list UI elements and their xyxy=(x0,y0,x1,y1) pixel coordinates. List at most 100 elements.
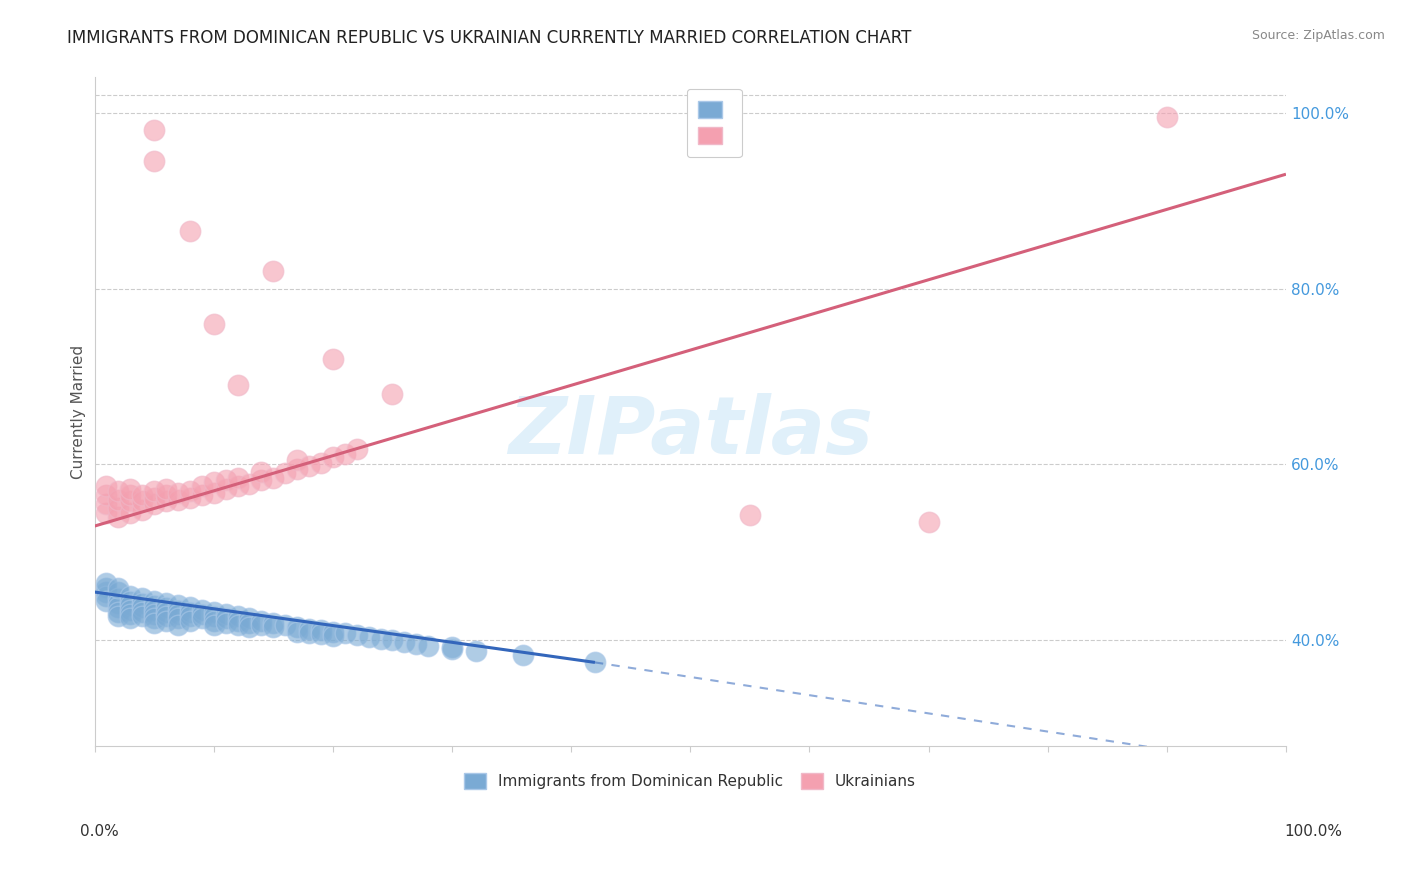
Point xyxy=(131,488,153,502)
Point xyxy=(333,626,356,640)
Text: 0.0%: 0.0% xyxy=(80,824,120,838)
Point xyxy=(143,491,166,505)
Point xyxy=(238,611,260,625)
Legend: Immigrants from Dominican Republic, Ukrainians: Immigrants from Dominican Republic, Ukra… xyxy=(458,767,922,795)
Point xyxy=(418,639,440,653)
Point xyxy=(214,611,236,625)
Point xyxy=(214,615,236,630)
Point xyxy=(405,637,427,651)
Point xyxy=(226,479,249,493)
Point xyxy=(167,611,190,625)
Point xyxy=(179,491,201,505)
Point xyxy=(464,644,486,658)
Point xyxy=(285,624,308,639)
Point xyxy=(202,608,225,623)
Point xyxy=(155,488,177,502)
Point xyxy=(143,123,166,137)
Point xyxy=(440,640,463,655)
Point xyxy=(96,585,118,599)
Point xyxy=(309,456,332,470)
Point xyxy=(120,494,142,508)
Point xyxy=(131,608,153,623)
Point xyxy=(214,482,236,496)
Point xyxy=(333,447,356,461)
Point xyxy=(143,615,166,630)
Point xyxy=(167,607,190,621)
Point xyxy=(96,506,118,520)
Point xyxy=(143,154,166,169)
Point xyxy=(120,594,142,608)
Point xyxy=(370,632,392,646)
Point xyxy=(120,590,142,604)
Point xyxy=(214,473,236,487)
Point xyxy=(226,471,249,485)
Point xyxy=(107,510,129,524)
Point xyxy=(322,351,344,366)
Point xyxy=(274,617,297,632)
Point xyxy=(107,581,129,595)
Point xyxy=(120,607,142,621)
Point xyxy=(381,387,404,401)
Point xyxy=(1156,110,1178,124)
Point xyxy=(738,508,761,522)
Point xyxy=(107,501,129,516)
Point xyxy=(155,608,177,623)
Point xyxy=(285,620,308,634)
Point xyxy=(512,648,534,663)
Point xyxy=(250,465,273,479)
Point xyxy=(250,617,273,632)
Point xyxy=(167,602,190,616)
Point xyxy=(107,599,129,614)
Point xyxy=(214,607,236,621)
Point xyxy=(285,462,308,476)
Point xyxy=(131,599,153,614)
Point xyxy=(202,475,225,489)
Point xyxy=(322,629,344,643)
Point xyxy=(298,459,321,474)
Point xyxy=(238,615,260,630)
Point xyxy=(120,611,142,625)
Point xyxy=(120,482,142,496)
Point xyxy=(583,655,606,669)
Point xyxy=(226,378,249,392)
Text: ZIPatlas: ZIPatlas xyxy=(508,392,873,471)
Point xyxy=(202,485,225,500)
Point xyxy=(120,602,142,616)
Point xyxy=(346,442,368,456)
Point xyxy=(96,590,118,604)
Text: Source: ZipAtlas.com: Source: ZipAtlas.com xyxy=(1251,29,1385,42)
Point xyxy=(155,605,177,619)
Point xyxy=(179,605,201,619)
Point xyxy=(179,614,201,628)
Point xyxy=(131,597,153,611)
Y-axis label: Currently Married: Currently Married xyxy=(72,344,86,479)
Point xyxy=(143,607,166,621)
Point xyxy=(107,585,129,599)
Text: 100.0%: 100.0% xyxy=(1285,824,1343,838)
Point xyxy=(155,494,177,508)
Point xyxy=(96,594,118,608)
Point xyxy=(167,599,190,613)
Point xyxy=(226,614,249,628)
Text: IMMIGRANTS FROM DOMINICAN REPUBLIC VS UKRAINIAN CURRENTLY MARRIED CORRELATION CH: IMMIGRANTS FROM DOMINICAN REPUBLIC VS UK… xyxy=(67,29,912,46)
Point xyxy=(250,614,273,628)
Point xyxy=(309,627,332,641)
Point xyxy=(107,492,129,507)
Point xyxy=(202,605,225,619)
Point xyxy=(107,591,129,606)
Point xyxy=(131,591,153,606)
Point xyxy=(357,630,380,644)
Point xyxy=(131,605,153,619)
Point xyxy=(131,494,153,508)
Point xyxy=(143,497,166,511)
Point xyxy=(191,488,214,502)
Point xyxy=(107,597,129,611)
Point xyxy=(309,623,332,637)
Point xyxy=(226,617,249,632)
Point xyxy=(298,626,321,640)
Point xyxy=(191,611,214,625)
Point xyxy=(202,617,225,632)
Point xyxy=(322,624,344,639)
Point xyxy=(143,611,166,625)
Point xyxy=(179,224,201,238)
